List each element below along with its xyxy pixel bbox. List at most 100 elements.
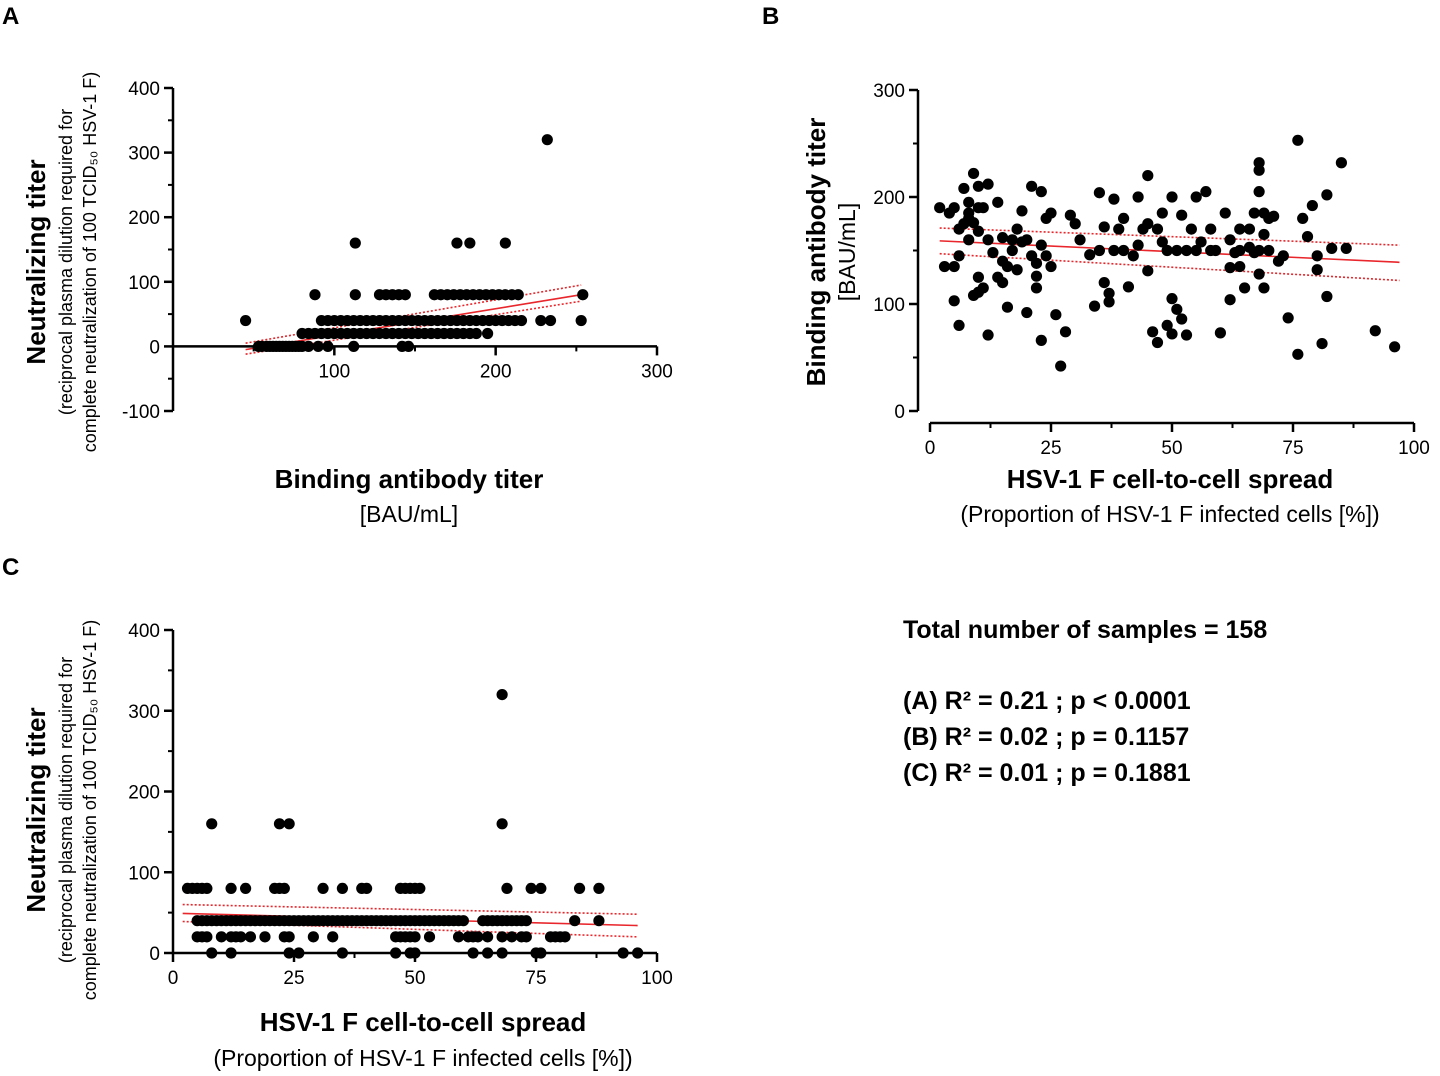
panel-b-data-point xyxy=(1142,265,1154,277)
panel-b-data-point xyxy=(953,250,965,262)
panel-b-y-tick-label: 200 xyxy=(873,188,905,209)
panel-b-data-point xyxy=(997,232,1009,244)
panel-b-data-point xyxy=(1239,282,1251,294)
panel-b-y-title: Binding antibody titer xyxy=(801,118,831,387)
panel-b-x-tick-label: 75 xyxy=(1282,438,1303,459)
panel-b-data-point xyxy=(1176,209,1188,221)
panel-b-data-point xyxy=(1030,282,1043,294)
panel-b-data-point xyxy=(963,196,975,208)
panel-a-x-tick-label: 200 xyxy=(480,361,512,382)
panel-b-y-tick-label: 0 xyxy=(894,402,905,423)
panel-b-data-point xyxy=(1209,244,1222,257)
panel-b-data-point xyxy=(1335,157,1347,169)
panel-a-data-point xyxy=(464,237,476,249)
panel-c-data-point xyxy=(201,931,213,943)
panel-b-data-point xyxy=(1224,262,1236,274)
panel-b-data-point xyxy=(1132,239,1144,251)
panel-c-data-point xyxy=(520,915,532,927)
panel-b-data-point xyxy=(1263,244,1275,257)
panel-b-data-point xyxy=(1224,294,1236,306)
panel-a-data-point xyxy=(309,289,321,301)
panel-b-data-point xyxy=(1093,244,1105,257)
panel-b-data-point xyxy=(948,295,960,307)
panel-c-data-point xyxy=(482,931,494,943)
panel-b-data-point xyxy=(1180,244,1193,257)
panel-c-x-tick-label: 0 xyxy=(168,968,179,989)
panel-b-data-point xyxy=(1301,230,1314,243)
panel-c-data-point xyxy=(361,882,373,895)
panel-b-y-tick-label: 300 xyxy=(873,81,905,102)
panel-b-data-point xyxy=(1074,234,1086,246)
panel-c-data-point xyxy=(283,931,295,943)
panel-c-data-point xyxy=(235,931,247,943)
panel-b-data-point xyxy=(1166,328,1178,340)
panel-c-data-point xyxy=(559,931,571,943)
panel-b-data-point xyxy=(1234,244,1246,257)
panel-b-data-point xyxy=(992,196,1004,208)
panel-a-data-point xyxy=(451,237,463,249)
panel-b-data-point xyxy=(972,225,985,237)
panel-c-data-point xyxy=(336,882,348,895)
panel-b-data-point xyxy=(1389,341,1401,353)
panel-c-y-subtitle-1: (reciprocal plasma dilution required for xyxy=(56,657,76,963)
panel-b-data-point xyxy=(1011,223,1023,235)
panel-b-data-point xyxy=(987,247,999,259)
panel-b-data-point xyxy=(1171,244,1183,257)
panel-c-data-point xyxy=(496,818,508,830)
panel-b-data-point xyxy=(1200,186,1212,198)
panel-b-data-point xyxy=(1021,306,1033,319)
panel-b-data-point xyxy=(997,277,1009,289)
panel-b-data-point xyxy=(1040,250,1052,262)
panel-b-data-point xyxy=(1045,207,1057,219)
panel-b-y-subtitle: [BAU/mL] xyxy=(834,203,860,301)
panel-b-data-point xyxy=(1127,250,1139,262)
panel-c-data-point xyxy=(409,931,421,943)
panel-b-data-point xyxy=(1268,210,1280,222)
stats-summary: Total number of samples = 158 (A) R² = 0… xyxy=(903,612,1267,791)
panel-b-data-point xyxy=(982,234,994,246)
panel-c-x-title: HSV-1 F cell-to-cell spread xyxy=(260,1007,587,1037)
panel-b-data-point xyxy=(1282,312,1294,324)
panel-b-data-point xyxy=(1035,334,1047,346)
panel-b-data-point xyxy=(1035,239,1047,251)
panel-a-data-point xyxy=(515,314,528,327)
panel-c-data-point xyxy=(215,931,227,943)
panel-c-data-point xyxy=(569,915,581,927)
panel-c-data-point xyxy=(535,882,547,895)
panel-b-x-tick-label: 100 xyxy=(1398,438,1430,459)
panel-b-x-tick-label: 0 xyxy=(925,438,936,459)
panel-b-data-point xyxy=(1306,199,1318,212)
panel-b-data-point xyxy=(1108,244,1120,257)
panel-c-axes: 0 100 200 300 400 0 25 50 75 100 xyxy=(128,621,673,989)
panel-b-data-point xyxy=(1030,257,1043,269)
panel-c-ci-upper-line xyxy=(182,903,638,916)
panel-b-data-point xyxy=(1147,326,1159,338)
panel-b-data-point xyxy=(1021,234,1033,246)
panel-b-data-point xyxy=(1001,301,1014,313)
panel-a-y-tick-label: 100 xyxy=(128,273,160,294)
panel-a-y-tick-label: 200 xyxy=(128,208,160,229)
panel-b-data-point xyxy=(967,167,980,180)
panel-b-data-point xyxy=(1132,191,1144,203)
panel-a-y-tick-label: 300 xyxy=(128,144,160,165)
panel-b-data-point xyxy=(1277,250,1289,262)
panel-b-data-point xyxy=(1016,205,1028,217)
panel-b-data-point xyxy=(948,202,960,214)
panel-b-data-point xyxy=(1084,249,1096,261)
panel-a-data-point xyxy=(544,314,557,327)
panel-b-data-point xyxy=(1142,218,1154,230)
panel-b-data-point xyxy=(963,234,975,246)
panel-a-y-tick-label: 400 xyxy=(128,79,160,100)
panel-b-data-point xyxy=(1258,282,1270,294)
panel-b-data-point xyxy=(1098,221,1110,233)
panel-a-data-point xyxy=(535,314,547,327)
panel-c-x-subtitle: (Proportion of HSV-1 F infected cells [%… xyxy=(213,1045,632,1071)
panel-b-data-point xyxy=(1142,170,1154,182)
panel-b-data-point xyxy=(1369,325,1381,337)
panel-c-data-point xyxy=(273,818,286,830)
panel-b-data-point xyxy=(1253,186,1265,198)
panel-b-data-point xyxy=(1035,186,1047,198)
panel-b-data-point xyxy=(1113,223,1125,235)
panel-b-data-point xyxy=(1311,264,1323,276)
